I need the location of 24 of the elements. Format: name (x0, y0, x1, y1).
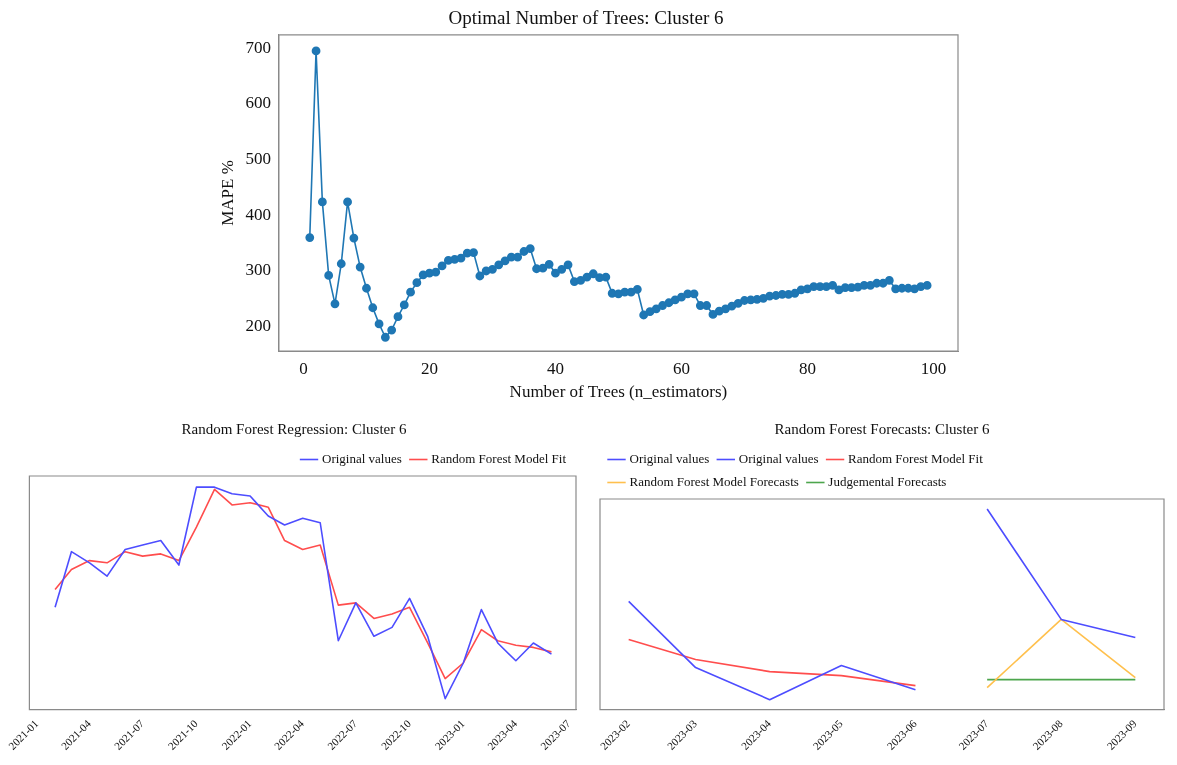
x-axis-title: Number of Trees (n_estimators) (509, 382, 728, 402)
legend-label: Original values (629, 450, 710, 466)
chart-title: Random Forest Regression: Cluster 6 (181, 420, 407, 437)
x-tick-label: 100 (920, 358, 947, 378)
x-tick-label: 0 (299, 358, 308, 378)
x-tick-label: 40 (546, 358, 564, 378)
y-tick-label: 600 (245, 93, 271, 113)
legend-label: Random Forest Model Fit (848, 450, 984, 466)
x-tick-label: 80 (798, 358, 816, 378)
x-tick-label: 20 (420, 358, 438, 378)
legend-label: Original values (322, 450, 402, 466)
y-axis-title: MAPE % (217, 160, 237, 226)
x-tick-label: 60 (672, 358, 690, 378)
y-tick-label: 300 (245, 260, 271, 280)
y-tick-label: 500 (245, 149, 271, 169)
chart-title: Optimal Number of Trees: Cluster 6 (448, 7, 724, 29)
y-tick-label: 400 (245, 204, 271, 224)
chart-title: Random Forest Forecasts: Cluster 6 (774, 420, 990, 437)
y-tick-label: 200 (245, 316, 271, 336)
legend-label: Random Forest Model Forecasts (629, 473, 799, 489)
legend-label: Random Forest Model Fit (431, 450, 567, 466)
legend-label: Original values (738, 450, 819, 466)
y-tick-label: 700 (245, 37, 271, 57)
legend-label: Judgemental Forecasts (828, 473, 947, 489)
